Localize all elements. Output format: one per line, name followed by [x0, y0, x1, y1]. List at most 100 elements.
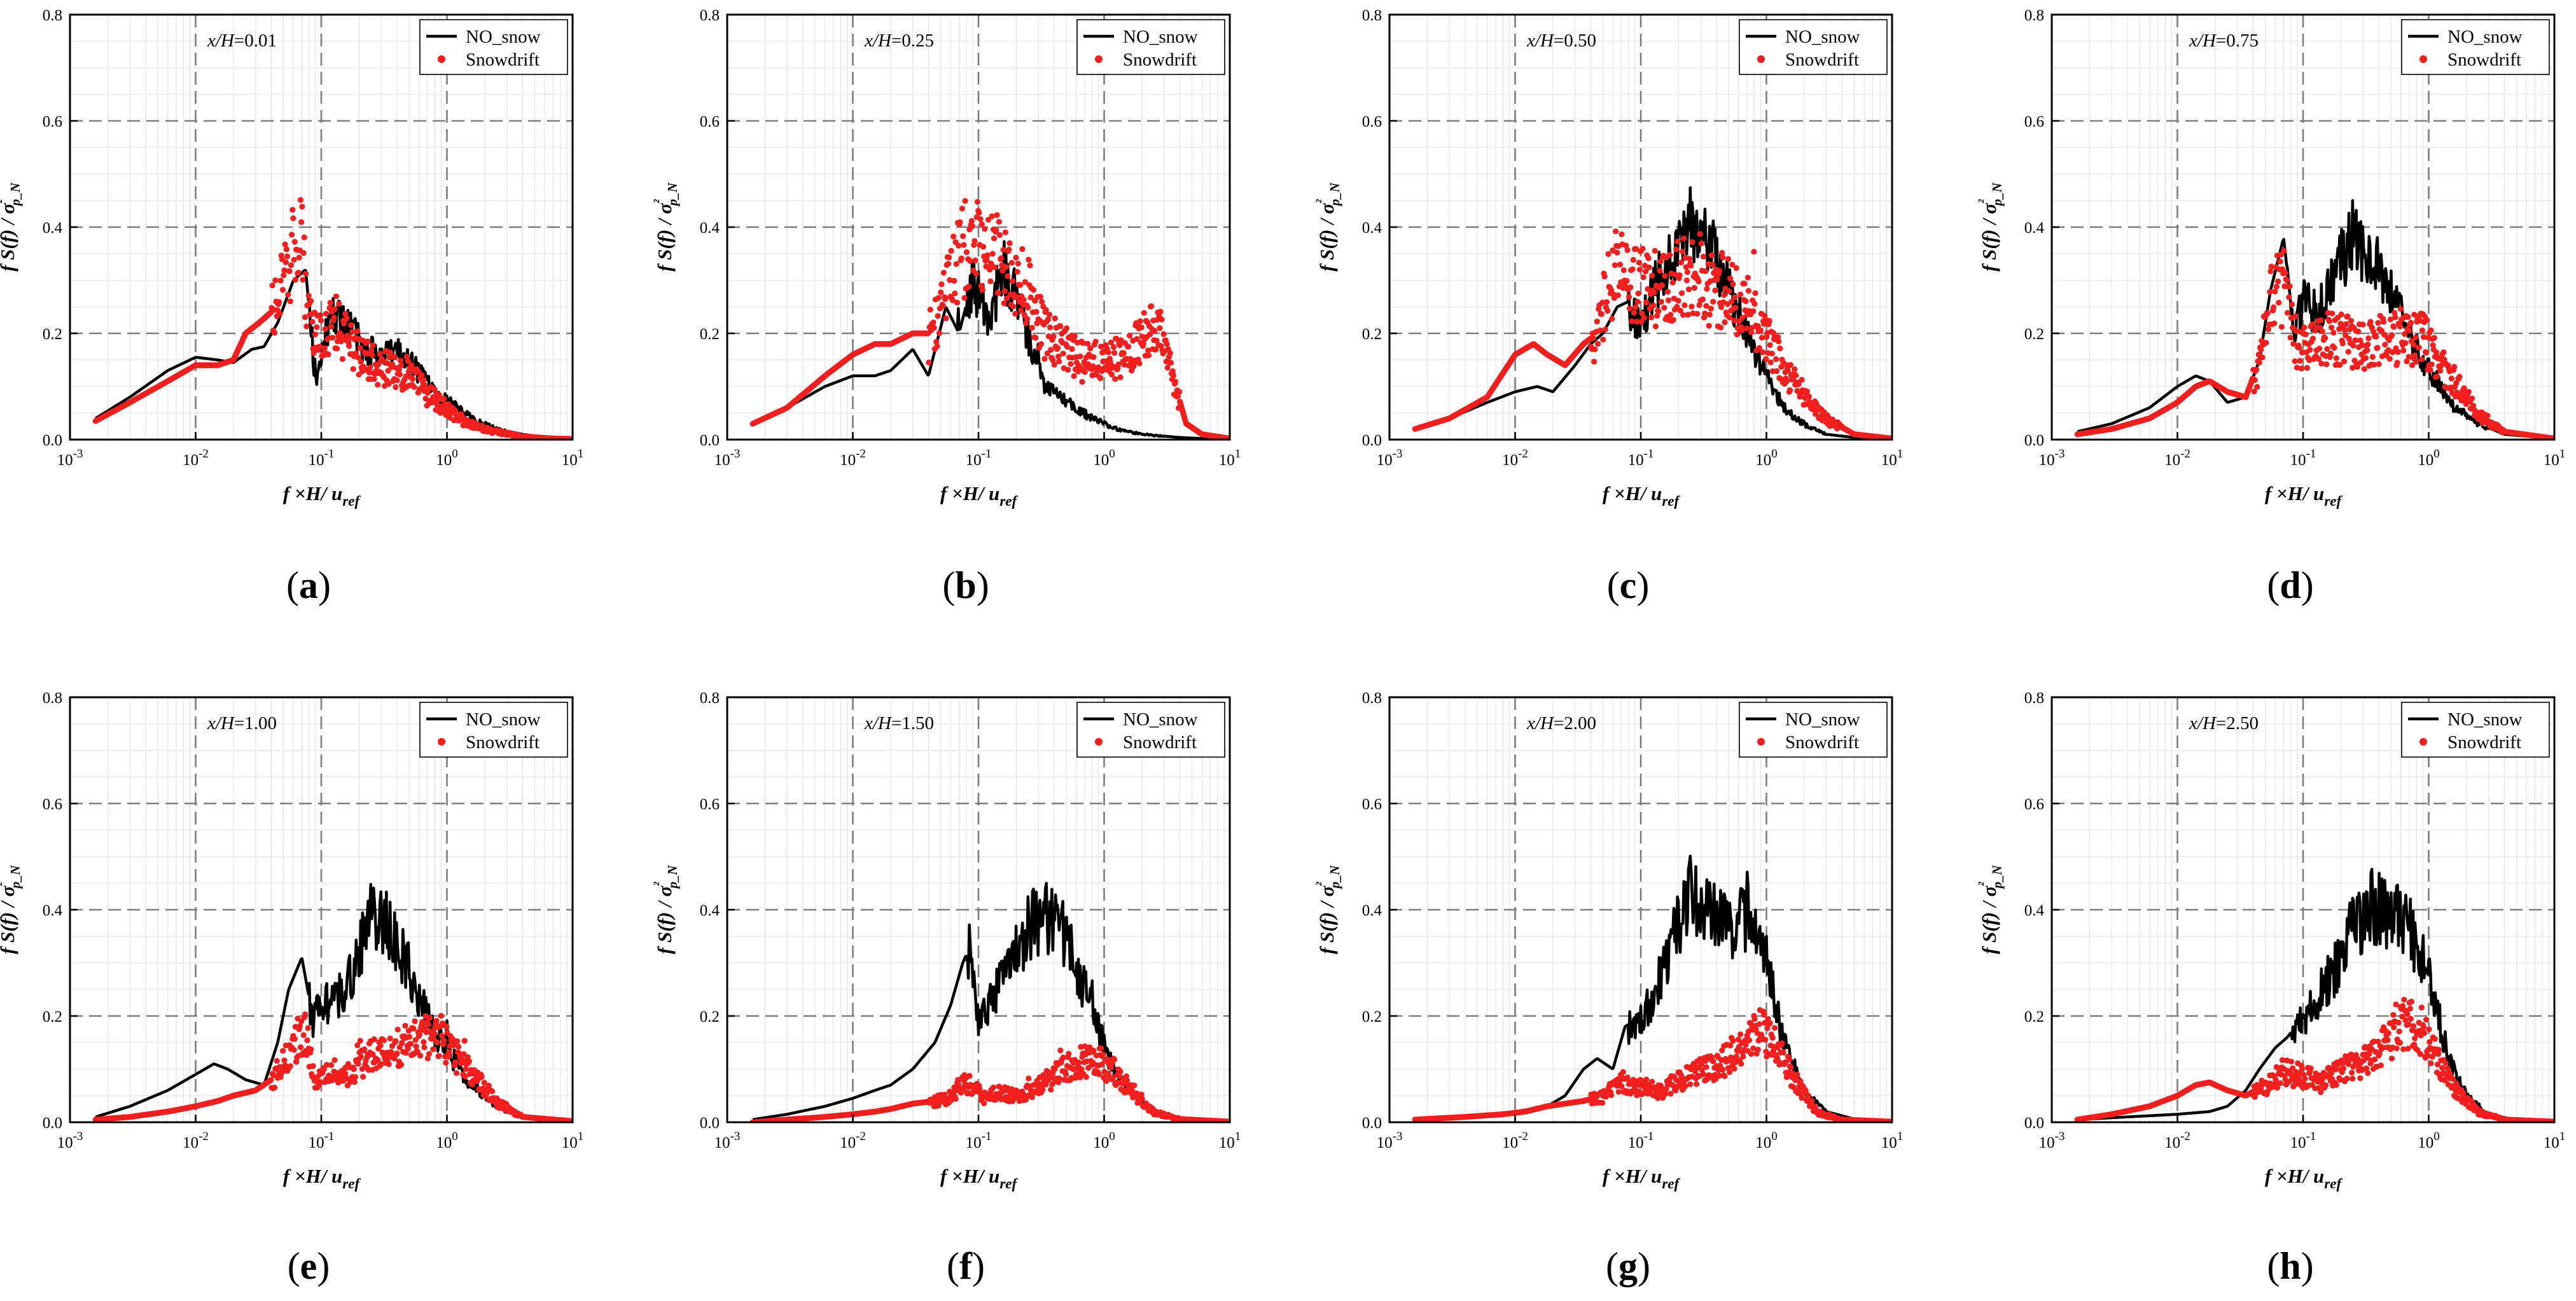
series-point-snowdrift	[2344, 313, 2351, 319]
series-point-snowdrift	[1056, 1075, 1062, 1082]
series-point-snowdrift	[2322, 335, 2329, 341]
series-point-snowdrift	[358, 359, 364, 365]
series-point-snowdrift	[1043, 1082, 1049, 1088]
series-point-snowdrift	[1635, 290, 1641, 296]
series-point-snowdrift	[1018, 307, 1024, 314]
series-line-no-snow	[752, 240, 1230, 440]
series-point-snowdrift	[999, 268, 1006, 274]
series-point-snowdrift	[2273, 284, 2280, 290]
series-point-snowdrift	[1664, 289, 1671, 295]
series-point-snowdrift	[1794, 1071, 1800, 1078]
series-point-snowdrift	[342, 310, 349, 317]
series-point-snowdrift	[1006, 240, 1013, 246]
series-point-snowdrift	[364, 351, 370, 357]
series-point-snowdrift	[1689, 239, 1695, 246]
series-point-snowdrift	[387, 1035, 393, 1041]
series-point-snowdrift	[988, 260, 994, 267]
series-point-snowdrift	[998, 1096, 1005, 1103]
series-point-snowdrift	[403, 373, 409, 380]
series-point-snowdrift	[1068, 1075, 1075, 1081]
series-point-snowdrift	[1806, 393, 1812, 400]
series-point-snowdrift	[2406, 327, 2412, 334]
series-point-snowdrift	[300, 250, 307, 256]
series-point-snowdrift	[1039, 298, 1045, 305]
x-axis-title: f ×H/ uref	[1603, 482, 1681, 509]
series-point-snowdrift	[2315, 356, 2322, 362]
series-point-snowdrift	[1741, 281, 1748, 287]
series-point-snowdrift	[1718, 324, 1724, 331]
series-point-snowdrift	[1125, 344, 1132, 350]
series-point-snowdrift	[943, 315, 949, 322]
series-point-snowdrift	[1080, 340, 1086, 346]
legend-swatch-snowdrift	[1757, 55, 1765, 63]
series-point-snowdrift	[1700, 253, 1707, 260]
series-point-snowdrift	[398, 1061, 405, 1068]
series-point-snowdrift	[1136, 360, 1143, 366]
y-tick-label: 0.6	[43, 113, 62, 130]
x-tick-label: 10-3	[714, 1130, 741, 1151]
series-point-snowdrift	[1033, 335, 1039, 341]
series-point-snowdrift	[1737, 1031, 1744, 1038]
series-point-snowdrift	[990, 1084, 996, 1090]
series-point-snowdrift	[1783, 379, 1790, 385]
series-point-snowdrift	[1117, 374, 1124, 380]
series-point-snowdrift	[463, 1066, 469, 1072]
x-axis-title: f ×H/ uref	[283, 1165, 361, 1192]
series-point-snowdrift	[1751, 301, 1758, 307]
series-point-snowdrift	[1629, 318, 1635, 324]
series-point-snowdrift	[2337, 321, 2344, 327]
series-point-snowdrift	[327, 300, 333, 306]
series-point-snowdrift	[957, 219, 963, 225]
series-point-snowdrift	[1131, 1082, 1138, 1089]
series-point-snowdrift	[412, 1018, 418, 1024]
series-point-snowdrift	[357, 1038, 363, 1044]
series-point-snowdrift	[318, 317, 324, 324]
x-axis-title: f ×H/ uref	[283, 482, 361, 509]
series-point-snowdrift	[431, 1031, 438, 1037]
series-point-snowdrift	[309, 319, 316, 325]
series-point-snowdrift	[1597, 327, 1603, 333]
series-point-snowdrift	[982, 226, 988, 232]
series-point-snowdrift	[1022, 320, 1029, 326]
series-point-snowdrift	[456, 1043, 462, 1050]
series-point-snowdrift	[1627, 284, 1634, 291]
series-point-snowdrift	[1026, 256, 1032, 263]
plot-area	[2074, 199, 2554, 440]
series-point-snowdrift	[938, 289, 944, 296]
series-point-snowdrift	[1737, 291, 1744, 298]
series-point-snowdrift	[276, 299, 282, 305]
y-tick-label: 0.6	[700, 796, 720, 813]
series-point-snowdrift	[981, 1100, 987, 1106]
series-point-snowdrift	[2287, 335, 2294, 341]
position-annotation: x/H=0.25	[864, 31, 934, 51]
series-point-snowdrift	[1677, 307, 1683, 314]
series-point-snowdrift	[331, 306, 338, 312]
series-point-snowdrift	[378, 1061, 384, 1068]
series-point-snowdrift	[2278, 324, 2285, 330]
series-point-snowdrift	[1013, 294, 1020, 300]
series-point-snowdrift	[1015, 260, 1021, 267]
series-point-snowdrift	[2329, 310, 2336, 317]
series-point-snowdrift	[2341, 358, 2348, 365]
series-point-snowdrift	[1050, 357, 1056, 363]
x-tick-label: 100	[2418, 447, 2440, 469]
series-point-snowdrift	[2251, 388, 2257, 395]
series-point-snowdrift	[1614, 249, 1620, 256]
series-point-snowdrift	[1052, 315, 1058, 322]
series-point-snowdrift	[1675, 298, 1681, 304]
series-point-snowdrift	[930, 319, 936, 326]
series-point-snowdrift	[1176, 389, 1183, 395]
series-point-snowdrift	[1092, 338, 1099, 345]
series-point-snowdrift	[1755, 1047, 1761, 1053]
series-point-snowdrift	[1090, 354, 1097, 361]
y-tick-label: 0.0	[700, 432, 720, 449]
series-point-snowdrift	[1793, 372, 1799, 379]
series-point-snowdrift	[1751, 1016, 1758, 1022]
series-point-snowdrift	[436, 1053, 442, 1059]
series-point-snowdrift	[2397, 323, 2403, 330]
series-point-snowdrift	[1751, 249, 1757, 255]
x-tick-label: 10-3	[714, 447, 741, 469]
series-point-snowdrift	[989, 213, 995, 219]
series-point-snowdrift	[1083, 1074, 1089, 1080]
series-point-snowdrift	[2412, 335, 2419, 341]
